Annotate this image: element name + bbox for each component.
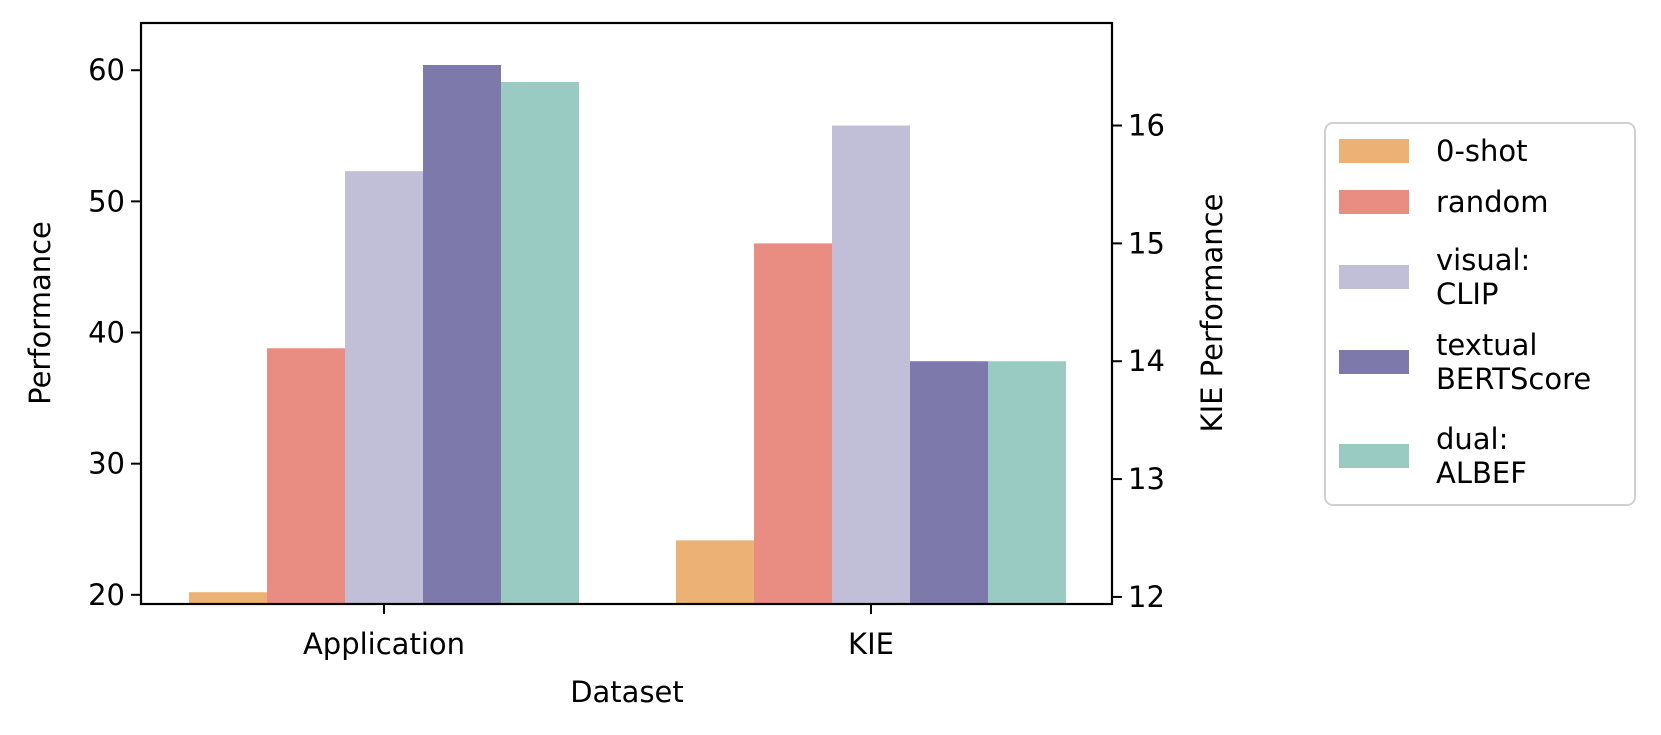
left-axis: 20 30 40 50 60 (88, 53, 141, 612)
legend-swatch-textual-bertscore (1339, 350, 1409, 374)
legend-label-0-shot: 0-shot (1436, 134, 1528, 168)
y-tick-label: 30 (88, 447, 125, 481)
bar-random-kie (754, 243, 832, 604)
bars (189, 64, 1066, 605)
y-tick-label: 20 (88, 578, 125, 612)
y-axis-label: Performance (23, 221, 57, 405)
bar-random-application (267, 348, 345, 604)
bar-visual-clip-kie (832, 125, 910, 604)
y-tick-label: 60 (88, 53, 125, 87)
y2-tick-label: 12 (1128, 580, 1165, 614)
y2-tick-label: 16 (1128, 109, 1165, 143)
y2-axis-label: KIE Performance (1195, 194, 1229, 433)
bar-0-shot-application (189, 592, 267, 604)
right-axis: 12 13 14 15 16 (1112, 109, 1165, 614)
legend-label-dual-albef: dual: (1436, 422, 1508, 456)
bar-textual-bertscore-application (423, 64, 501, 605)
legend-swatch-visual-clip (1339, 265, 1409, 289)
x-tick-label: KIE (848, 627, 894, 661)
bar-0-shot-kie (676, 540, 754, 604)
bar-visual-clip-application (345, 171, 423, 604)
legend-swatch-0-shot (1339, 139, 1409, 163)
y2-tick-label: 13 (1128, 462, 1165, 496)
legend-label-random: random (1436, 185, 1548, 219)
legend-swatch-random (1339, 190, 1409, 214)
legend-label-textual-bertscore: textual (1436, 328, 1537, 362)
legend-label-visual-clip: CLIP (1436, 277, 1498, 311)
plot-frame (139, 21, 1114, 606)
legend-swatch-dual-albef (1339, 444, 1409, 468)
x-axis-label: Dataset (570, 675, 684, 709)
bar-dual-albef-kie (988, 361, 1066, 604)
legend-label-visual-clip: visual: (1436, 243, 1530, 277)
y2-tick-label: 14 (1128, 344, 1165, 378)
legend-label-textual-bertscore: BERTScore (1436, 362, 1591, 396)
x-axis: Application KIE (303, 604, 894, 661)
legend-label-dual-albef: ALBEF (1436, 456, 1527, 490)
y-tick-label: 50 (88, 184, 125, 218)
y-tick-label: 40 (88, 316, 125, 350)
legend-frame (1324, 122, 1636, 506)
x-tick-label: Application (303, 627, 465, 661)
bar-textual-bertscore-kie (910, 361, 988, 604)
bar-dual-albef-application (501, 82, 579, 604)
y2-tick-label: 15 (1128, 226, 1165, 260)
